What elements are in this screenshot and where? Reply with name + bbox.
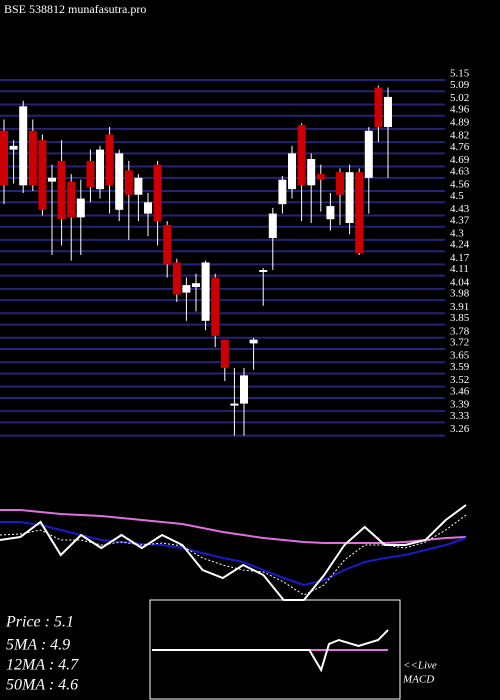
y-tick-label: 4.37 [450, 214, 470, 226]
annotation: MACD [402, 674, 434, 686]
candle-body [38, 140, 47, 210]
candle-body [345, 172, 354, 223]
candle-body [134, 177, 143, 195]
candle-body [288, 153, 296, 190]
candle-body [105, 134, 114, 186]
y-tick-label: 4.24 [450, 239, 470, 251]
candle-body [96, 149, 104, 190]
y-tick-label: 4.69 [450, 154, 470, 166]
y-tick-label: 5.09 [450, 79, 470, 91]
candle-body [115, 153, 124, 210]
indicator-line [0, 514, 467, 596]
candle-body [278, 179, 287, 205]
y-tick-label: 3.39 [450, 399, 470, 411]
y-tick-label: 4.04 [450, 276, 470, 288]
indicator-line [0, 509, 467, 544]
y-tick-label: 4.76 [450, 141, 470, 153]
annotation: 50MA : 4.6 [6, 677, 78, 694]
candle-body [249, 339, 258, 344]
candle-body [307, 159, 316, 186]
candle-body [230, 403, 239, 406]
y-tick-label: 3.91 [450, 301, 469, 313]
y-tick-label: 3.26 [450, 423, 470, 435]
candle-body [326, 206, 335, 220]
y-tick-label: 3.85 [450, 312, 470, 324]
candle-body [268, 213, 277, 239]
candle-body [67, 181, 76, 218]
y-tick-label: 4.3 [450, 227, 464, 239]
indicator-line [0, 521, 467, 587]
y-tick-label: 3.65 [450, 350, 470, 362]
candle-body [182, 285, 191, 293]
y-tick-label: 5.02 [450, 92, 469, 104]
macd-frame [149, 599, 401, 700]
y-tick-label: 3.78 [450, 325, 470, 337]
candle-body [316, 174, 325, 180]
candle-body [336, 172, 344, 195]
y-tick-label: 4.56 [450, 179, 470, 191]
candle-body [192, 283, 200, 287]
candle-body [76, 198, 85, 218]
candle-body [9, 145, 18, 150]
candle-body [124, 170, 133, 195]
annotation: Price : 5.1 [5, 614, 74, 631]
candle-body [163, 224, 172, 265]
y-tick-label: 3.59 [450, 361, 470, 373]
candle-body [48, 177, 56, 182]
annotation: 12MA : 4.7 [6, 657, 79, 674]
y-tick-label: 4.63 [450, 165, 470, 177]
y-tick-label: 4.89 [450, 116, 470, 128]
y-tick-label: 4.11 [450, 263, 469, 275]
y-tick-label: 4.96 [450, 103, 470, 115]
indicator-line [152, 629, 389, 673]
candle-body [364, 130, 373, 178]
chart-title: BSE 538812 munafasutra.pro [4, 2, 146, 16]
y-tick-label: 3.46 [450, 385, 470, 397]
candle-body [86, 160, 95, 188]
candle-body [28, 130, 37, 186]
y-tick-label: 3.72 [450, 337, 469, 349]
y-tick-label: 4.43 [450, 203, 470, 215]
candle-body [355, 172, 364, 254]
candle-body [172, 262, 181, 295]
candle-body [153, 164, 162, 222]
y-tick-label: 4.82 [450, 130, 469, 142]
candle-body [201, 262, 210, 321]
candle-body [19, 106, 28, 186]
candle-body [374, 87, 383, 128]
candle-body [57, 160, 66, 220]
candle-body [384, 96, 392, 128]
candle-body [211, 277, 220, 336]
candle-body [220, 339, 229, 368]
indicator-line [0, 504, 467, 601]
y-tick-label: 4.5 [450, 190, 464, 202]
y-tick-label: 3.52 [450, 374, 469, 386]
candle-body [259, 270, 268, 273]
annotation: 5MA : 4.9 [6, 637, 70, 654]
candle-body [297, 125, 306, 186]
annotation: <<Live [403, 660, 437, 672]
y-tick-label: 3.33 [450, 410, 470, 422]
candle-body [0, 130, 8, 186]
candle-body [144, 202, 152, 214]
candle-body [240, 375, 248, 404]
y-tick-label: 3.98 [450, 288, 470, 300]
y-tick-label: 5.15 [450, 68, 470, 80]
y-tick-label: 4.17 [450, 252, 470, 264]
